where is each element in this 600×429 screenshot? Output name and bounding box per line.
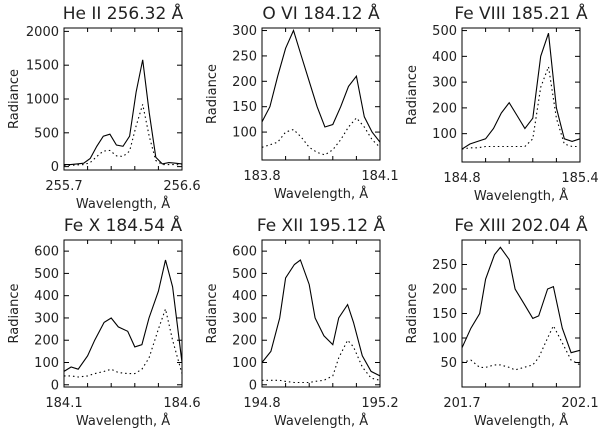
panel-3-series-solid — [461, 33, 581, 150]
panel-5-ytick-label: 100 — [232, 356, 257, 371]
panel-3-ytick-label: 100 — [432, 127, 457, 142]
panel-6-ytick-label: 50 — [440, 356, 457, 371]
panel-2-ytick-label: 300 — [232, 24, 257, 39]
panel-4-ytick-label: 600 — [34, 245, 59, 260]
panel-2-title: O VI 184.12 Å — [262, 2, 380, 24]
panel-6-ytick-label: 150 — [432, 307, 457, 322]
panel-2-xlabel: Wavelength, Å — [274, 186, 368, 202]
panel-3-frame — [461, 27, 581, 163]
panel-6-ytick-label: 200 — [432, 283, 457, 298]
panel-5-xlabel: Wavelength, Å — [274, 413, 368, 429]
panel-4-title: Fe X 184.54 Å — [64, 214, 183, 236]
panel-5-xtick-label: 195.2 — [361, 396, 398, 411]
panel-1-ytick-label: 1500 — [26, 59, 59, 74]
panel-1-xlabel: Wavelength, Å — [76, 196, 170, 212]
panel-5-ytick-label: 400 — [232, 289, 257, 304]
panel-5-ytick-label: 300 — [232, 311, 257, 326]
panel-1-ytick-label: 0 — [51, 160, 59, 175]
panel-5-xtick-label: 194.8 — [243, 396, 280, 411]
panel-4-xlabel: Wavelength, Å — [76, 413, 170, 429]
panel-4-frame — [63, 239, 183, 388]
panel-2-xtick-label: 183.8 — [243, 169, 280, 184]
panel-5-ytick-label: 0 — [249, 378, 257, 393]
panel-6-xtick-label: 201.7 — [443, 396, 480, 411]
panel-4-ytick-label: 100 — [34, 356, 59, 371]
panel-4-xtick-label: 184.6 — [163, 396, 200, 411]
panel-6-xlabel: Wavelength, Å — [474, 413, 568, 429]
panel-1-title: He II 256.32 Å — [63, 2, 184, 24]
panel-1-ytick-label: 2000 — [26, 25, 59, 40]
panel-3-xlabel: Wavelength, Å — [474, 188, 568, 204]
panel-4-xtick-label: 184.1 — [45, 396, 82, 411]
panel-5-ytick-label: 600 — [232, 245, 257, 260]
panel-4-ytick-label: 300 — [34, 311, 59, 326]
panel-1-frame — [63, 27, 183, 171]
panel-6-title: Fe XIII 202.04 Å — [454, 214, 588, 236]
panel-5-series-solid — [261, 259, 381, 377]
panel-5-ytick-label: 200 — [232, 334, 257, 349]
panel-2-series-dotted — [261, 117, 381, 156]
panel-2-ylabel: Radiance — [205, 64, 220, 124]
panel-4-ytick-label: 200 — [34, 334, 59, 349]
panel-3-series-dotted — [461, 64, 580, 150]
panel-5-ytick-label: 500 — [232, 267, 257, 282]
panel-4-series-solid — [63, 259, 183, 372]
panel-1-ytick-label: 1000 — [26, 93, 59, 108]
panel-3-xtick-label: 184.8 — [443, 171, 480, 186]
panel-6-ytick-label: 250 — [432, 258, 457, 273]
panel-5-series-dotted — [262, 339, 381, 384]
panel-2-ytick-label: 150 — [232, 100, 257, 115]
panel-1-xtick-label: 256.6 — [163, 179, 200, 194]
panel-2-ytick-label: 100 — [232, 126, 257, 141]
panel-1-ytick-label: 500 — [34, 126, 59, 141]
panel-4-ylabel: Radiance — [7, 284, 22, 344]
panel-3-xtick-label: 185.4 — [561, 171, 598, 186]
panel-6-series-dotted — [461, 324, 581, 371]
panel-3-ytick-label: 200 — [432, 101, 457, 116]
panel-4-ytick-label: 500 — [34, 267, 59, 282]
panel-6-ytick-label: 100 — [432, 332, 457, 347]
panel-1-series-solid — [64, 59, 183, 166]
panel-3-title: Fe VIII 185.21 Å — [454, 2, 588, 24]
panel-3-ytick-label: 300 — [432, 76, 457, 91]
panel-6-xtick-label: 202.1 — [561, 396, 598, 411]
panel-4-series-dotted — [64, 307, 183, 378]
panel-5-frame — [261, 239, 381, 388]
panel-5-ylabel: Radiance — [205, 284, 220, 344]
panel-1-xtick-label: 255.7 — [45, 179, 82, 194]
panel-2-frame — [261, 27, 381, 161]
panel-1-ylabel: Radiance — [7, 69, 22, 129]
panel-3-ytick-label: 400 — [432, 50, 457, 65]
panel-6-ylabel: Radiance — [405, 284, 420, 344]
panel-4-ytick-label: 400 — [34, 289, 59, 304]
panel-2-series-solid — [261, 28, 381, 143]
panel-4-ytick-label: 0 — [51, 378, 59, 393]
panel-2-xtick-label: 184.1 — [361, 169, 398, 184]
panel-5-title: Fe XII 195.12 Å — [257, 214, 386, 236]
panel-1-series-dotted — [64, 104, 183, 166]
panel-3-ytick-label: 500 — [432, 24, 457, 39]
panel-6-series-solid — [461, 246, 581, 354]
panel-2-ytick-label: 200 — [232, 75, 257, 90]
panel-2-ytick-label: 250 — [232, 49, 257, 64]
panel-3-ylabel: Radiance — [405, 65, 420, 125]
